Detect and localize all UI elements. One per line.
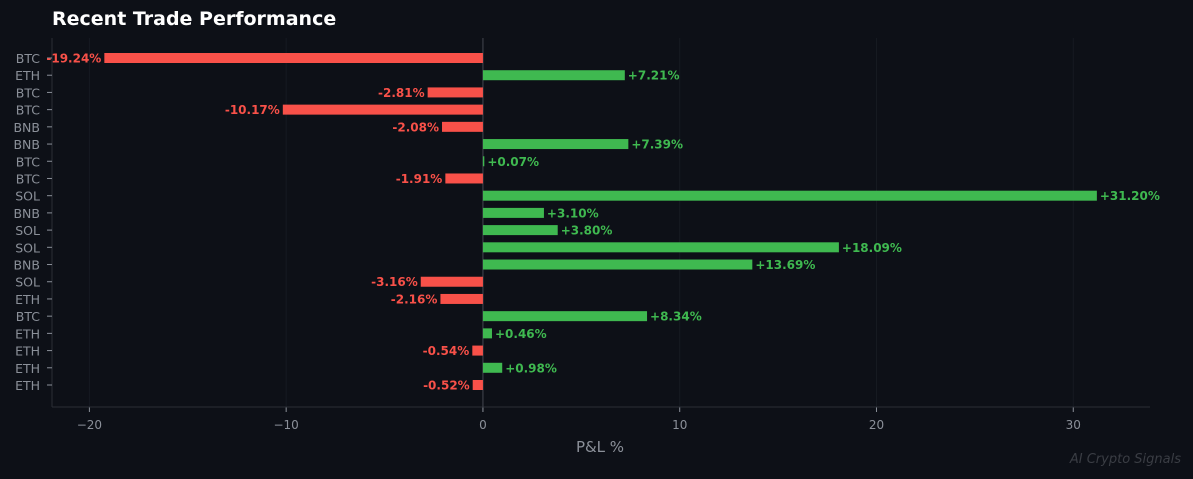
y-tick-label: SOL	[15, 223, 40, 238]
bar	[482, 70, 625, 81]
data-label: -2.08%	[392, 120, 439, 134]
y-tick-label: BNB	[13, 137, 40, 152]
y-tick-label: ETH	[15, 378, 40, 393]
bar	[482, 225, 558, 236]
x-tick-label: 30	[1066, 418, 1081, 432]
data-label: +3.10%	[547, 206, 599, 220]
bar	[482, 156, 485, 167]
data-label: -1.91%	[396, 172, 443, 186]
y-tick-label: BNB	[13, 258, 40, 273]
y-tick-label: ETH	[15, 326, 40, 341]
y-tick-label: BNB	[13, 120, 40, 135]
bar	[482, 259, 753, 270]
data-label: +7.39%	[631, 138, 683, 152]
data-label: +0.07%	[487, 155, 539, 169]
y-tick-label: BTC	[16, 85, 40, 100]
y-tick-label: BNB	[13, 206, 40, 221]
data-label: -19.24%	[46, 52, 101, 66]
x-tick-label: −20	[77, 418, 102, 432]
x-tick-label: 0	[479, 418, 487, 432]
bar	[482, 190, 1097, 201]
y-tick-label: SOL	[15, 240, 40, 255]
y-tick-label: BTC	[16, 51, 40, 66]
bar	[482, 311, 648, 322]
data-label: +7.21%	[628, 69, 680, 83]
bar	[482, 328, 492, 339]
y-tick-label: ETH	[15, 292, 40, 307]
bar	[482, 139, 629, 150]
data-label: -2.81%	[378, 86, 425, 100]
bar	[427, 87, 483, 98]
y-tick-label: BTC	[16, 154, 40, 169]
bar	[104, 53, 483, 63]
bar	[472, 345, 483, 356]
x-axis-label: P&L %	[576, 438, 624, 456]
data-label: -0.52%	[423, 379, 470, 393]
data-label: -10.17%	[225, 103, 280, 117]
x-tick-label: −10	[273, 418, 298, 432]
data-label: +18.09%	[842, 241, 902, 255]
bar	[440, 293, 483, 304]
chart-title: Recent Trade Performance	[52, 8, 337, 30]
watermark: AI Crypto Signals	[1069, 452, 1181, 467]
data-label: +0.46%	[495, 327, 547, 341]
y-tick-label: ETH	[15, 68, 40, 83]
bar	[482, 242, 839, 253]
y-tick-label: BTC	[16, 171, 40, 186]
y-tick-label: SOL	[15, 275, 40, 290]
y-tick-label: ETH	[15, 344, 40, 359]
data-label: +31.20%	[1100, 189, 1160, 203]
data-label: +8.34%	[650, 310, 702, 324]
x-tick-label: 20	[869, 418, 884, 432]
data-label: -2.16%	[391, 292, 438, 306]
data-label: +3.80%	[561, 224, 613, 238]
data-label: +13.69%	[755, 258, 815, 272]
bar	[282, 104, 483, 115]
y-tick-label: BTC	[16, 103, 40, 118]
x-tick-label: 10	[672, 418, 687, 432]
data-label: -0.54%	[423, 344, 470, 358]
bar	[472, 380, 483, 390]
y-tick-label: ETH	[15, 361, 40, 376]
bar	[445, 173, 483, 184]
bar	[482, 362, 503, 373]
data-label: +0.98%	[505, 361, 557, 375]
data-label: -3.16%	[371, 275, 418, 289]
bar	[420, 276, 483, 287]
bar	[442, 121, 483, 132]
y-tick-label: SOL	[15, 189, 40, 204]
y-tick-label: BTC	[16, 309, 40, 324]
bar	[482, 207, 544, 218]
